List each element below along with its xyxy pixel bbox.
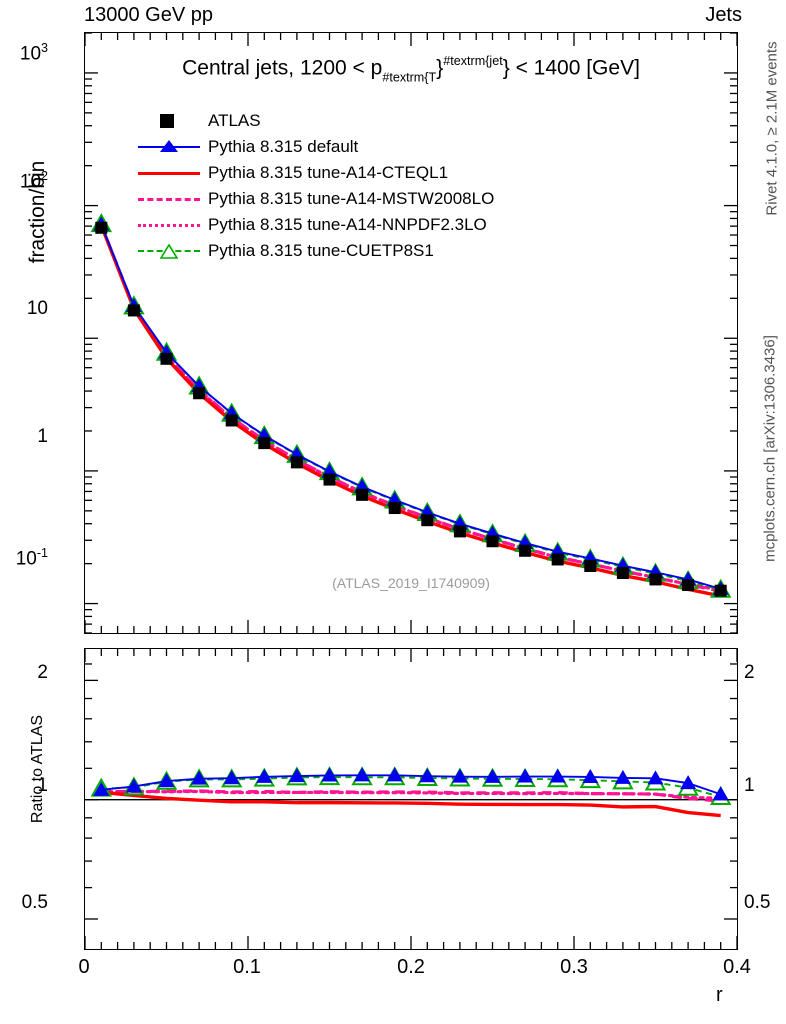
y-tick-ratio-05-right: 0.5	[744, 892, 771, 913]
legend-key-pythia-default	[138, 136, 200, 158]
y-tick-main-1e3: 103	[19, 41, 48, 65]
y-tick-main-10: 10	[26, 298, 48, 319]
legend-label-a14-nnpdf23lo: Pythia 8.315 tune-A14-NNPDF2.3LO	[208, 215, 487, 234]
y-tick-ratio-1-right: 1	[744, 775, 755, 796]
y-tick-ratio-2-left: 2	[37, 662, 48, 683]
legend-item-a14-nnpdf23lo[interactable]: Pythia 8.315 tune-A14-NNPDF2.3LO	[138, 212, 494, 238]
ratio-plot-panel	[84, 648, 738, 950]
title-superscript: #textrm{jet	[443, 54, 503, 68]
y-tick-main-1e2: 102	[19, 169, 48, 193]
x-tick-01: 0.1	[233, 956, 261, 978]
legend-key-cuetp8s1	[138, 240, 200, 262]
title-subscript: #textrm{T	[382, 70, 437, 85]
x-tick-04: 0.4	[723, 956, 751, 978]
y-tick-ratio-2-right: 2	[744, 662, 755, 683]
y-tick-main-1e-1: 10-1	[15, 546, 48, 570]
legend-item-pythia-default[interactable]: Pythia 8.315 default	[138, 134, 494, 160]
y-tick-ratio-1-left: 1	[37, 775, 48, 796]
y-tick-ratio-05-left: 0.5	[21, 892, 48, 913]
legend-key-a14-mstw2008lo	[138, 188, 200, 210]
legend-key-atlas	[138, 110, 200, 132]
legend-label-pythia-default: Pythia 8.315 default	[208, 137, 359, 156]
legend-item-a14-mstw2008lo[interactable]: Pythia 8.315 tune-A14-MSTW2008LO	[138, 186, 494, 212]
legend: ATLAS Pythia 8.315 default Pythia 8.315 …	[138, 108, 494, 264]
legend-label-a14-cteql1: Pythia 8.315 tune-A14-CTEQL1	[208, 163, 449, 182]
analysis-category-label: Jets	[705, 4, 742, 26]
title-post: } < 1400 [GeV]	[502, 56, 640, 80]
y-tick-main-1: 1	[37, 426, 48, 447]
legend-label-cuetp8s1: Pythia 8.315 tune-CUETP8S1	[208, 241, 434, 260]
x-tick-03: 0.3	[560, 956, 588, 978]
legend-label-a14-mstw2008lo: Pythia 8.315 tune-A14-MSTW2008LO	[208, 189, 495, 208]
title-pre: Central jets, 1200 < p	[182, 56, 383, 80]
main-plot-panel	[84, 32, 738, 634]
x-tick-0: 0	[78, 956, 90, 978]
legend-label-atlas: ATLAS	[208, 111, 261, 130]
legend-key-a14-cteql1	[138, 162, 200, 184]
analysis-id-watermark: (ATLAS_2019_I1740909)	[332, 575, 490, 591]
plot-title: Central jets, 1200 < p#textrm{T}#textrm{…	[84, 54, 738, 84]
legend-item-a14-cteql1[interactable]: Pythia 8.315 tune-A14-CTEQL1	[138, 160, 494, 186]
x-tick-02: 0.2	[397, 956, 425, 978]
x-axis-label: r	[716, 984, 723, 1006]
beam-energy-label: 13000 GeV pp	[84, 4, 213, 26]
legend-item-atlas[interactable]: ATLAS	[138, 108, 494, 134]
title-mid: }	[436, 56, 444, 80]
legend-key-a14-nnpdf23lo	[138, 214, 200, 236]
legend-item-cuetp8s1[interactable]: Pythia 8.315 tune-CUETP8S1	[138, 238, 494, 264]
